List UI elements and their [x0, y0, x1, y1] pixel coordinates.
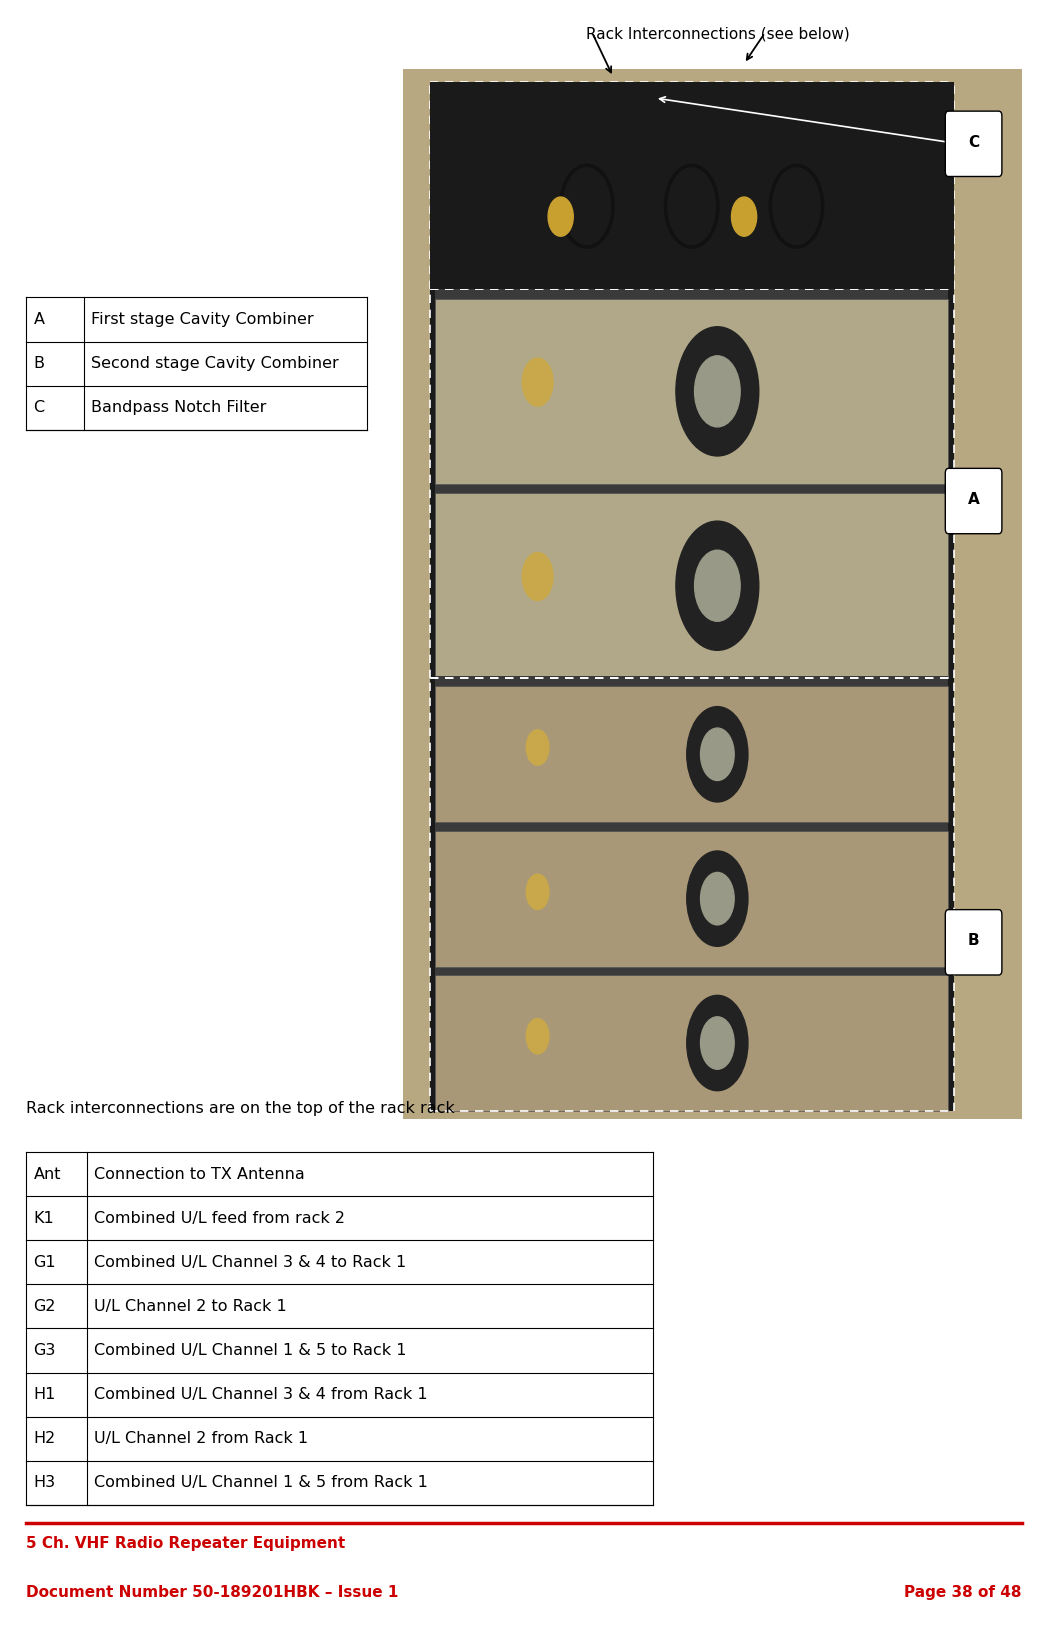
- Circle shape: [732, 198, 757, 237]
- Text: Rack interconnections are on the top of the rack rack: Rack interconnections are on the top of …: [26, 1101, 455, 1116]
- Text: Connection to TX Antenna: Connection to TX Antenna: [94, 1167, 305, 1181]
- Text: Bandpass Notch Filter: Bandpass Notch Filter: [91, 400, 266, 415]
- Text: Combined U/L Channel 3 & 4 from Rack 1: Combined U/L Channel 3 & 4 from Rack 1: [94, 1387, 428, 1402]
- Text: First stage Cavity Combiner: First stage Cavity Combiner: [91, 312, 313, 327]
- Text: C: C: [968, 134, 979, 150]
- Circle shape: [686, 706, 748, 802]
- Bar: [435, 975, 948, 1111]
- Circle shape: [522, 552, 553, 600]
- Text: Ant: Ant: [34, 1167, 61, 1181]
- Text: Page 38 of 48: Page 38 of 48: [904, 1585, 1022, 1600]
- Bar: [435, 493, 948, 678]
- Text: U/L Channel 2 from Rack 1: U/L Channel 2 from Rack 1: [94, 1431, 308, 1446]
- Text: Combined U/L feed from rack 2: Combined U/L feed from rack 2: [94, 1211, 346, 1226]
- Text: A: A: [967, 492, 980, 507]
- Text: Rack Interconnections (see below): Rack Interconnections (see below): [586, 26, 850, 41]
- Bar: [430, 82, 954, 289]
- Text: G3: G3: [34, 1343, 56, 1358]
- Text: Combined U/L Channel 3 & 4 to Rack 1: Combined U/L Channel 3 & 4 to Rack 1: [94, 1255, 407, 1270]
- Bar: [403, 69, 1022, 1119]
- FancyBboxPatch shape: [945, 111, 1002, 176]
- Bar: [435, 686, 948, 822]
- Circle shape: [526, 874, 549, 910]
- Bar: [435, 299, 948, 484]
- Circle shape: [686, 851, 748, 946]
- Text: K1: K1: [34, 1211, 54, 1226]
- Circle shape: [676, 521, 759, 650]
- Bar: [430, 82, 954, 1111]
- Circle shape: [700, 1016, 735, 1069]
- Bar: [435, 966, 948, 975]
- Text: H2: H2: [34, 1431, 56, 1446]
- Circle shape: [695, 356, 740, 426]
- Circle shape: [548, 198, 573, 237]
- Text: B: B: [34, 356, 44, 371]
- Text: B: B: [967, 933, 980, 948]
- Bar: [435, 676, 948, 686]
- Bar: [435, 830, 948, 967]
- Text: Document Number 50-189201HBK – Issue 1: Document Number 50-189201HBK – Issue 1: [26, 1585, 398, 1600]
- Circle shape: [526, 730, 549, 765]
- Text: Second stage Cavity Combiner: Second stage Cavity Combiner: [91, 356, 339, 371]
- Text: H1: H1: [34, 1387, 56, 1402]
- Circle shape: [700, 729, 735, 781]
- Text: Combined U/L Channel 1 & 5 to Rack 1: Combined U/L Channel 1 & 5 to Rack 1: [94, 1343, 407, 1358]
- Text: 5 Ch. VHF Radio Repeater Equipment: 5 Ch. VHF Radio Repeater Equipment: [26, 1536, 346, 1551]
- Text: Combined U/L Channel 1 & 5 from Rack 1: Combined U/L Channel 1 & 5 from Rack 1: [94, 1476, 429, 1490]
- Bar: [435, 484, 948, 493]
- Bar: [435, 820, 948, 830]
- Text: H3: H3: [34, 1476, 56, 1490]
- Text: A: A: [34, 312, 44, 327]
- Circle shape: [700, 873, 735, 925]
- Circle shape: [695, 551, 740, 621]
- FancyBboxPatch shape: [945, 910, 1002, 975]
- Circle shape: [676, 327, 759, 456]
- FancyBboxPatch shape: [945, 469, 1002, 534]
- Text: G1: G1: [34, 1255, 57, 1270]
- Bar: [435, 289, 948, 299]
- Text: U/L Channel 2 to Rack 1: U/L Channel 2 to Rack 1: [94, 1299, 287, 1314]
- Text: G2: G2: [34, 1299, 56, 1314]
- Text: C: C: [34, 400, 45, 415]
- Circle shape: [686, 995, 748, 1090]
- Circle shape: [526, 1018, 549, 1054]
- Circle shape: [522, 358, 553, 407]
